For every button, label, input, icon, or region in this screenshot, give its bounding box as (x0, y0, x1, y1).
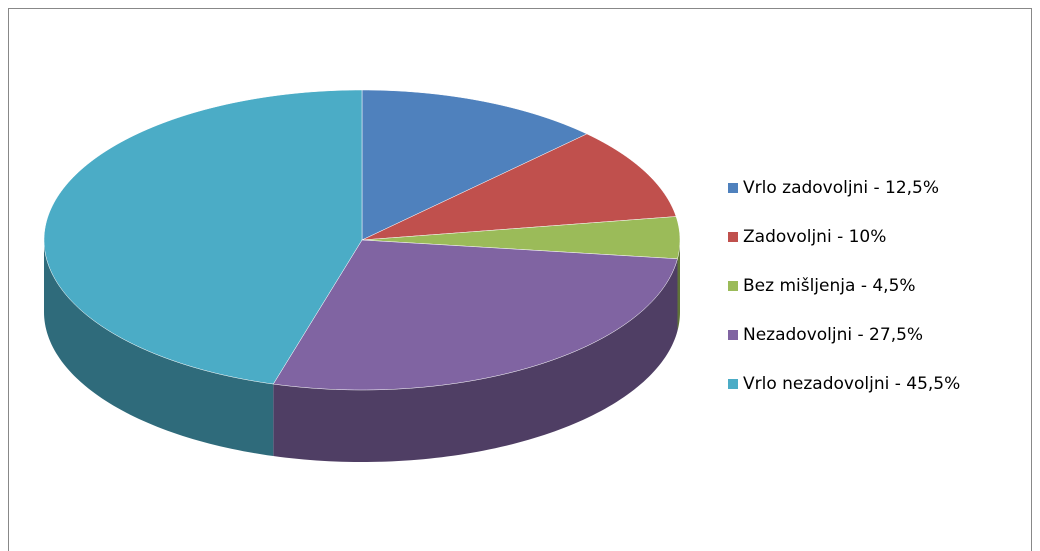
slice-side (677, 240, 680, 331)
legend-swatch (728, 281, 738, 291)
slice (43, 89, 363, 385)
slice (361, 133, 677, 241)
slice (272, 239, 678, 391)
legend-label: Bez mišljenja - 4,5% (743, 276, 916, 296)
legend-swatch (728, 232, 738, 242)
slice (361, 216, 681, 260)
legend-swatch (728, 379, 738, 389)
slice-side (44, 240, 274, 457)
slice (361, 89, 588, 241)
legend-label: Vrlo nezadovoljni - 45,5% (743, 374, 960, 394)
legend-label: Vrlo zadovoljni - 12,5% (743, 178, 939, 198)
legend-label: Zadovoljni - 10% (743, 227, 886, 247)
legend-swatch (728, 183, 738, 193)
legend-swatch (728, 330, 738, 340)
legend-label: Nezadovoljni - 27,5% (743, 325, 923, 345)
slice-side (273, 258, 678, 462)
